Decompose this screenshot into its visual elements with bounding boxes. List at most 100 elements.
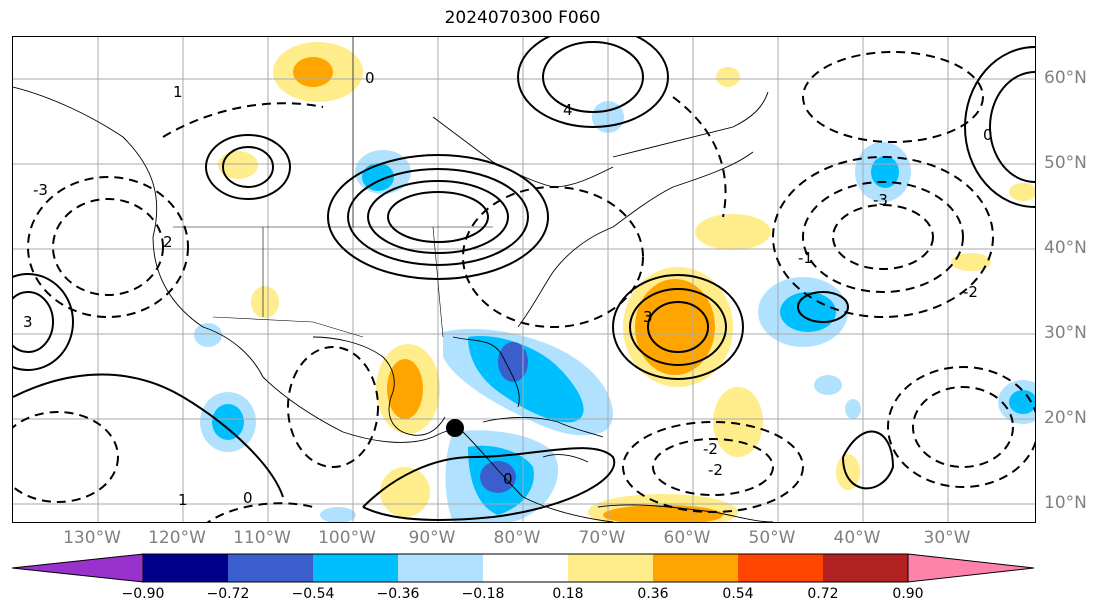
contour (222, 146, 274, 188)
colorbar-tick: −0.18 (461, 586, 505, 602)
contour (802, 181, 964, 293)
lon-label: 50°W (748, 528, 796, 548)
lat-label: 10°N (1044, 493, 1087, 513)
contour (612, 274, 744, 380)
shade-negative (780, 292, 836, 332)
shade-negative (1009, 390, 1035, 414)
shade-negative (468, 336, 584, 423)
contours-negative (13, 51, 1035, 522)
gridlines (13, 37, 1035, 522)
contour-labels: 0 1 2 3 4 -1 -2 -3 0 3 -2 1 0 0 -3 -2 (23, 69, 993, 509)
contour (772, 156, 994, 318)
contour (832, 204, 934, 270)
colorbar-bin (653, 554, 738, 582)
colorbar-bin (398, 554, 483, 582)
contour (287, 346, 379, 468)
colorbar-bin (568, 554, 653, 582)
contour-label: 1 (178, 491, 188, 509)
contour-label: 0 (503, 470, 513, 488)
colorbar-bin (738, 554, 823, 582)
shade-positive (695, 214, 771, 250)
contour (13, 411, 119, 503)
map-plot: 0 1 2 3 4 -1 -2 -3 0 3 -2 1 0 0 -3 -2 (13, 37, 1035, 522)
lon-label: 60°W (663, 528, 711, 548)
shade-positive (836, 454, 860, 490)
lon-label: 120°W (148, 528, 206, 548)
colorbar-bin (143, 554, 228, 582)
contour (887, 366, 1035, 488)
lon-label: 70°W (578, 528, 626, 548)
contour (462, 186, 644, 328)
contour (629, 288, 727, 366)
colorbar-tick: 0.36 (637, 586, 669, 602)
colorbar-tick: 0.90 (892, 586, 924, 602)
colorbar-bin (483, 554, 568, 582)
shade-negative (362, 163, 394, 191)
shade-positive (716, 67, 740, 87)
contour (912, 386, 1014, 468)
contour-label: 1 (173, 83, 183, 101)
shade-negative (320, 507, 356, 522)
contour (367, 180, 509, 254)
contour (542, 41, 644, 113)
colorbar-bin (228, 554, 313, 582)
colorbar-bin (823, 554, 908, 582)
contour (27, 176, 189, 318)
contour-label: -2 (703, 440, 718, 458)
colorbar-tick: −0.54 (291, 586, 335, 602)
lat-label: 30°N (1044, 323, 1087, 343)
colorbar (11, 553, 1035, 583)
shade-positive (635, 279, 715, 375)
contours-positive (13, 37, 1035, 521)
contour-label: 4 (563, 101, 573, 119)
contour (327, 154, 549, 280)
shade-negative (814, 375, 842, 395)
location-marker (446, 419, 464, 437)
colorbar-extend-max (907, 553, 1035, 583)
contour (964, 46, 1035, 208)
colorbar-tick: −0.90 (121, 586, 165, 602)
shaded-field (194, 42, 1035, 522)
colorbar-bin (313, 554, 398, 582)
lon-label: 80°W (493, 528, 541, 548)
contour (205, 134, 291, 200)
contour (347, 168, 529, 266)
contour (797, 291, 849, 323)
contour (52, 198, 164, 296)
contour (387, 191, 489, 243)
colorbar-tick: 0.54 (722, 586, 754, 602)
contour-label: -2 (708, 461, 723, 479)
contour-label: -3 (873, 191, 888, 209)
colorbar-tick: 0.18 (552, 586, 584, 602)
map-panel: 0 1 2 3 4 -1 -2 -3 0 3 -2 1 0 0 -3 -2 (12, 36, 1036, 523)
shade-negative (845, 399, 861, 419)
contour (622, 421, 804, 513)
contour-label: 0 (365, 69, 375, 87)
contour-label: 0 (983, 126, 993, 144)
contour-label: 2 (163, 233, 173, 251)
shade-positive (293, 57, 333, 87)
colorbar-extend-min (11, 553, 144, 583)
coastlines (13, 37, 774, 522)
colorbar-tick: −0.72 (206, 586, 250, 602)
contour-label: -3 (33, 181, 48, 199)
colorbar-tick: 0.72 (807, 586, 839, 602)
contour (517, 37, 669, 128)
contour (802, 51, 984, 143)
contour (652, 438, 774, 496)
shade-positive (387, 359, 423, 419)
map-title: 2024070300 F060 (444, 8, 601, 28)
colorbar-tick: −0.36 (376, 586, 420, 602)
contour-label: 3 (23, 313, 33, 331)
contour (13, 291, 54, 353)
lon-label: 110°W (233, 528, 291, 548)
shade-positive (251, 286, 279, 318)
lat-label: 60°N (1044, 68, 1087, 88)
lon-label: 40°W (833, 528, 881, 548)
shade-negative (498, 342, 528, 382)
contour-label: 0 (243, 489, 253, 507)
contour (989, 71, 1035, 183)
shade-positive (218, 151, 258, 179)
shade-negative (212, 404, 244, 440)
lat-label: 20°N (1044, 408, 1087, 428)
